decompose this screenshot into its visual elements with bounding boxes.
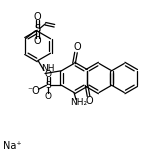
Text: S: S [34,24,41,34]
Text: O: O [34,12,41,22]
Text: O: O [45,92,52,101]
Text: O: O [34,36,41,46]
Text: ⁻O: ⁻O [27,86,40,96]
Text: O: O [86,96,93,106]
Text: O: O [45,70,52,79]
Text: O: O [73,43,81,52]
Text: Na⁺: Na⁺ [3,141,21,151]
Text: NH: NH [41,64,55,73]
Text: S: S [46,81,51,90]
Text: NH₂: NH₂ [70,98,88,107]
